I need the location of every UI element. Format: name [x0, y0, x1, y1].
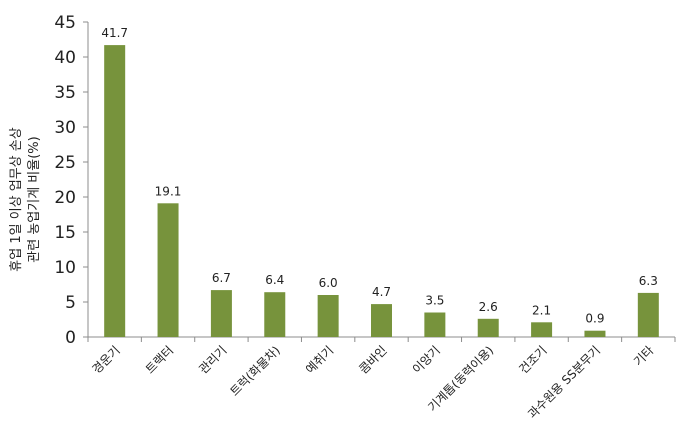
data-label: 6.4: [265, 273, 284, 287]
x-tick-label: 이앙기: [410, 343, 443, 376]
y-tick-label: 5: [65, 293, 76, 313]
bar: [104, 45, 126, 337]
bar: [637, 292, 659, 337]
x-tick-label: 기타: [631, 343, 657, 369]
y-tick-label: 40: [54, 48, 76, 68]
x-tick-label: 경운기: [89, 343, 122, 376]
bar: [157, 203, 179, 337]
data-label: 4.7: [372, 285, 391, 299]
y-tick-label: 25: [54, 153, 76, 173]
x-tick-label: 콤바인: [356, 343, 389, 376]
data-label: 6.0: [319, 276, 338, 290]
data-label: 6.3: [639, 274, 658, 288]
data-label: 6.7: [212, 271, 231, 285]
y-tick-label: 35: [54, 83, 76, 103]
y-tick-label: 20: [54, 188, 76, 208]
y-tick-label: 15: [54, 223, 76, 243]
y-tick-label: 30: [54, 118, 76, 138]
data-label: 3.5: [425, 294, 444, 308]
x-tick-label: 건조기: [516, 343, 549, 376]
data-label: 41.7: [101, 26, 128, 40]
bar: [424, 312, 446, 337]
x-tick-label: 트랙터: [143, 343, 176, 376]
bar: [371, 304, 392, 337]
data-label: 2.1: [532, 303, 551, 317]
y-axis: 0 5 10 15 20 25 30 35 40 45: [54, 13, 89, 348]
y-axis-title-line: 관련 농업기계 비율(%): [27, 136, 42, 262]
bar: [264, 292, 286, 337]
y-axis-title-line: 휴업 1일 이상 업무상 손상: [9, 127, 24, 271]
bar: [317, 295, 339, 337]
x-tick-label: 트럭(화물차): [227, 343, 283, 399]
y-tick-label: 10: [54, 258, 76, 278]
bar: [531, 322, 553, 337]
y-tick-label: 45: [54, 13, 76, 33]
y-axis-title: 휴업 1일 이상 업무상 손상 관련 농업기계 비율(%): [9, 127, 42, 271]
x-tick-label: 관리기: [196, 343, 229, 376]
data-label: 19.1: [155, 184, 182, 198]
data-label: 0.9: [585, 312, 604, 326]
bar-series: 41.7 경운기 19.1 트랙터 6.7 관리기 6.4 트럭(화물차) 6.0 예취기 4.7 콤…: [89, 26, 659, 421]
bar: [584, 330, 606, 337]
y-tick-label: 0: [65, 328, 76, 348]
bar: [477, 318, 499, 337]
bar: [210, 290, 232, 337]
x-tick-label: 예취기: [303, 343, 336, 376]
x-axis: [87, 336, 676, 342]
data-label: 2.6: [479, 300, 498, 314]
